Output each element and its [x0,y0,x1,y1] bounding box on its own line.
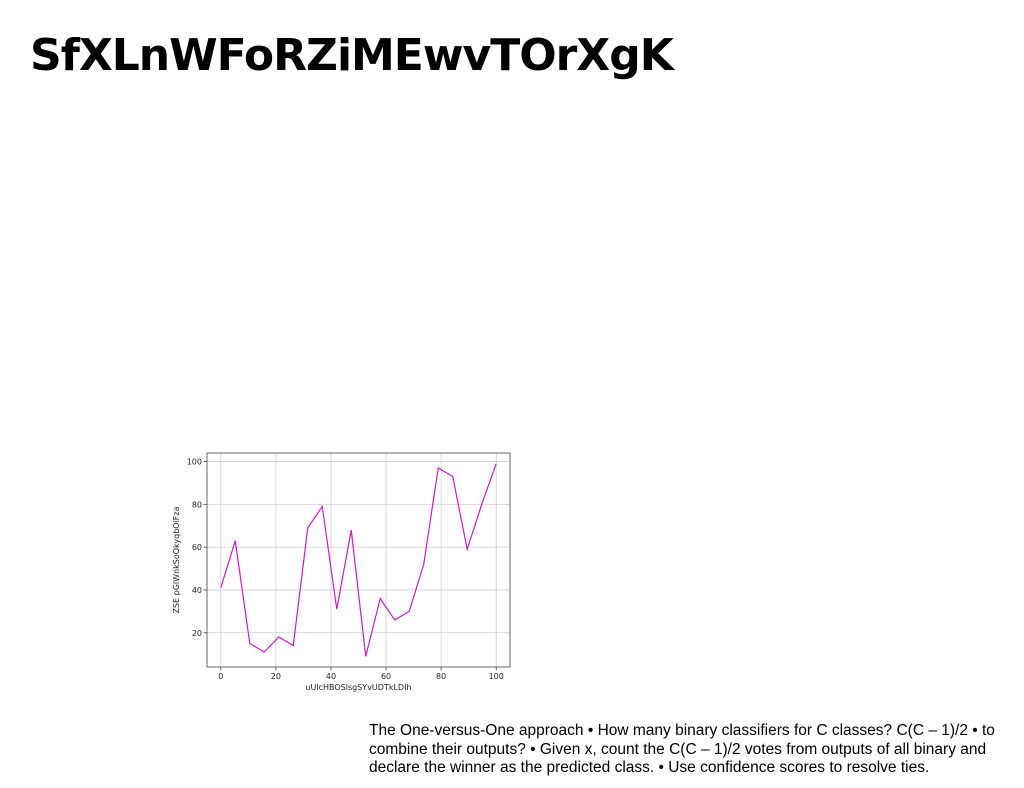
x-tick-label: 100 [489,672,504,681]
y-tick-label: 60 [192,543,202,552]
chart-grid [207,453,510,667]
slide-caption: The One-versus-One approach • How many b… [369,722,995,776]
y-tick-label: 40 [192,586,202,595]
series-line [220,463,497,657]
slide-title: SfXLnWFoRZiMEwvTOrXgK [30,30,674,81]
chart-ticks: 0 20 40 60 80 100 20 40 60 80 100 [187,458,504,681]
x-tick-label: 80 [436,672,446,681]
x-tick-label: 20 [271,672,281,681]
x-tick-label: 60 [381,672,391,681]
y-tick-label: 80 [192,500,202,509]
chart-svg: 0 20 40 60 80 100 20 40 60 80 100 uUlcHBOSlsgSYvUD… [172,452,511,692]
y-tick-label: 20 [192,629,202,638]
x-tick-label: 40 [326,672,336,681]
x-axis-label: uUlcHBOSlsgSYvUDTkLDIh [305,683,411,692]
plot-frame [206,452,511,668]
y-tick-label: 100 [187,458,202,467]
chart-series [220,463,497,657]
y-axis-label: ZSE pGlWnkSoOkyqbOlFza [172,506,181,613]
line-chart: 0 20 40 60 80 100 20 40 60 80 100 uUlcHBOSlsgSYvUD… [165,445,525,695]
x-tick-label: 0 [218,672,223,681]
